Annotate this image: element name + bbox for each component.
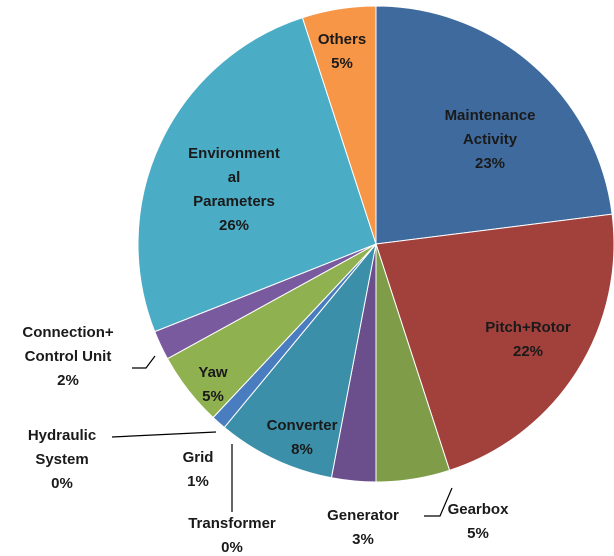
leader-line <box>111 431 217 438</box>
slice-label: Maintenance Activity 23% <box>430 104 550 176</box>
slice-label: Others 5% <box>307 28 377 76</box>
category-name: Hydraulic System <box>27 427 97 468</box>
value-label: 2% <box>57 372 79 389</box>
slice-label: Connection+ Control Unit 2% <box>8 321 128 393</box>
category-name: Connection+ Control Unit <box>22 324 114 365</box>
category-name: Gearbox <box>447 501 509 518</box>
category-name: Converter <box>266 417 338 434</box>
value-label: 8% <box>291 441 313 458</box>
category-name: Grid <box>182 449 214 466</box>
category-name: Environmental Parameters <box>188 145 280 210</box>
value-label: 5% <box>331 55 353 72</box>
category-name: Others <box>317 31 367 48</box>
slice-label: Gearbox 5% <box>433 498 523 546</box>
slice-label: Pitch+Rotor 22% <box>468 316 588 364</box>
leader-line <box>132 355 156 369</box>
category-name: Transformer <box>188 515 276 532</box>
leader-line <box>424 487 453 517</box>
category-name: Pitch+Rotor <box>485 319 571 336</box>
category-name: Generator <box>327 507 399 524</box>
value-label: 0% <box>51 475 73 492</box>
value-label: 5% <box>202 388 224 405</box>
slice-label: Grid 1% <box>168 446 228 494</box>
pie-slice <box>301 5 377 245</box>
value-label: 3% <box>352 531 374 548</box>
value-label: 1% <box>187 473 209 490</box>
pie-slice <box>137 17 377 333</box>
category-name: Yaw <box>198 364 228 381</box>
slice-label: Hydraulic System 0% <box>7 424 117 496</box>
value-label: 0% <box>221 539 243 556</box>
value-label: 23% <box>474 155 506 172</box>
slice-label: Converter 8% <box>252 414 352 462</box>
slice-label: Yaw 5% <box>183 361 243 409</box>
slice-label: Generator 3% <box>313 504 413 552</box>
slice-label: Transformer 0% <box>177 512 287 556</box>
pie-slice <box>223 243 377 479</box>
category-name: Maintenance Activity <box>444 107 536 148</box>
value-label: 22% <box>512 343 544 360</box>
value-label: 26% <box>218 217 250 234</box>
pie-slice <box>375 5 613 245</box>
value-label: 5% <box>467 525 489 542</box>
slice-label: Environmental Parameters 26% <box>185 142 283 238</box>
